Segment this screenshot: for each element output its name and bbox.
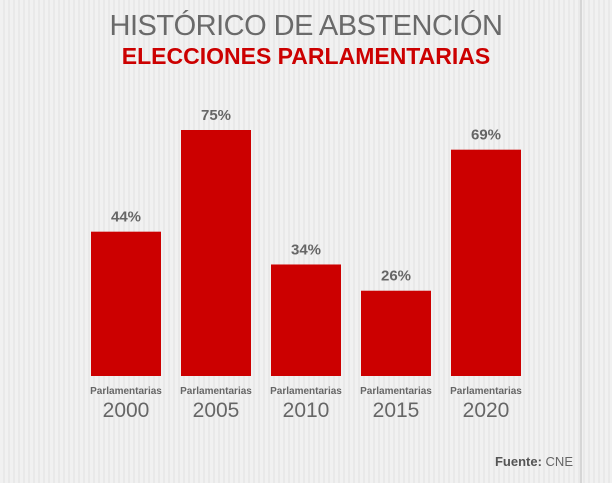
chart-subtitle: ELECCIONES PARLAMENTARIAS bbox=[121, 43, 491, 69]
bar-2010 bbox=[271, 264, 341, 376]
source-label: Fuente: bbox=[494, 454, 542, 469]
bar-2015 bbox=[361, 290, 431, 376]
source-note: Fuente: CNE bbox=[480, 454, 573, 469]
chart-title: HISTÓRICO DE ABSTENCIÓN bbox=[109, 10, 503, 42]
divider-line bbox=[580, 0, 582, 483]
bar-2000 bbox=[91, 231, 161, 376]
bar-2005 bbox=[181, 130, 251, 376]
category-prefix-label: Parlamentarias bbox=[90, 386, 162, 397]
data-label-2005: 75% bbox=[201, 107, 231, 124]
source-value: CNE bbox=[545, 454, 573, 469]
category-prefix-label: Parlamentarias bbox=[180, 386, 252, 397]
category-label-2000: 2000 bbox=[103, 399, 150, 422]
category-label-2015: 2015 bbox=[373, 399, 420, 422]
category-prefix-label: Parlamentarias bbox=[360, 386, 432, 397]
data-label-2010: 34% bbox=[291, 241, 321, 258]
category-prefix-label: Parlamentarias bbox=[270, 386, 342, 397]
category-label-2010: 2010 bbox=[283, 399, 330, 422]
category-label-2020: 2020 bbox=[463, 399, 510, 422]
bar-2020 bbox=[451, 149, 521, 376]
category-prefix-label: Parlamentarias bbox=[450, 386, 522, 397]
data-label-2015: 26% bbox=[381, 268, 411, 285]
data-label-2000: 44% bbox=[111, 209, 141, 226]
category-label-2005: 2005 bbox=[193, 399, 240, 422]
data-label-2020: 69% bbox=[471, 127, 501, 144]
